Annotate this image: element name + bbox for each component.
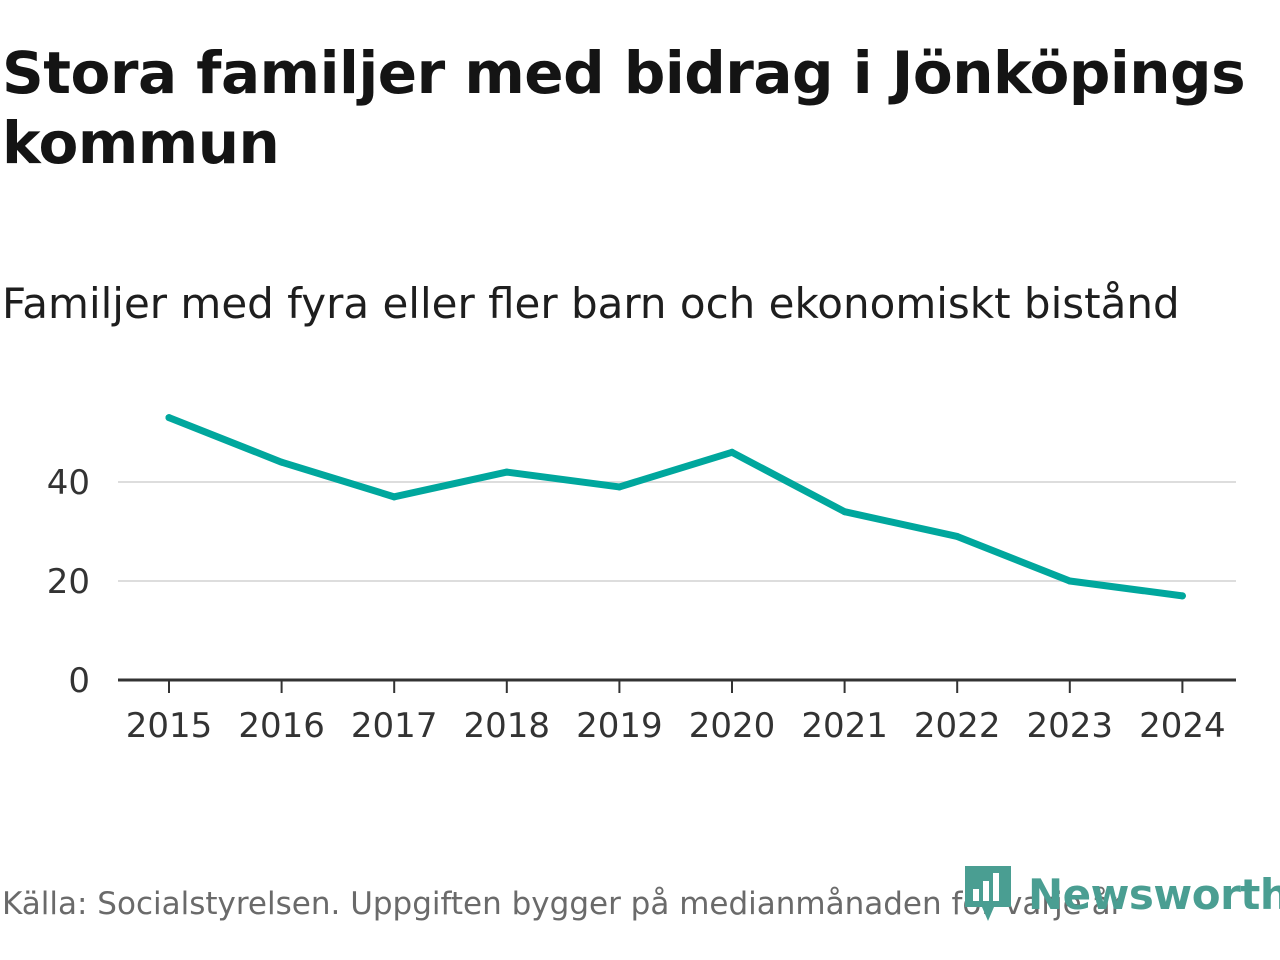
x-tick-label: 2018 xyxy=(464,706,551,746)
data-point-2021[interactable] xyxy=(841,508,849,516)
data-point-2022[interactable] xyxy=(953,532,961,540)
x-tick-label: 2017 xyxy=(351,706,438,746)
x-tick-label: 2020 xyxy=(689,706,776,746)
data-point-2024[interactable] xyxy=(1178,592,1186,600)
brand-name: Newsworthy xyxy=(1028,869,1280,919)
x-tick-label: 2022 xyxy=(914,706,1001,746)
data-point-2016[interactable] xyxy=(278,458,286,466)
data-point-2019[interactable] xyxy=(615,483,623,491)
x-tick-label: 2023 xyxy=(1027,706,1114,746)
data-point-2018[interactable] xyxy=(503,468,511,476)
x-axis-labels: 2015 2016 2017 2018 2019 2020 2021 2022 2023 2024 xyxy=(126,706,1226,746)
newsworthy-logo-icon xyxy=(965,866,1011,921)
x-axis-ticks xyxy=(168,680,1184,693)
y-tick-label: 40 xyxy=(47,463,90,503)
chart-title: Stora familjer med bidrag i Jönköpings k… xyxy=(2,39,1246,177)
newsworthy-logo[interactable]: Newsworthy xyxy=(962,862,1280,926)
x-tick-label: 2015 xyxy=(126,706,213,746)
chart-subtitle: Familjer med fyra eller fler barn och ek… xyxy=(2,279,1180,328)
data-point-2020[interactable] xyxy=(728,448,736,456)
x-tick-label: 2019 xyxy=(576,706,663,746)
data-point-2015[interactable] xyxy=(165,414,173,422)
gridlines xyxy=(118,481,1236,582)
data-point-2023[interactable] xyxy=(1066,577,1074,585)
source-note: Källa: Socialstyrelsen. Uppgiften bygger… xyxy=(2,886,1124,922)
x-tick-label: 2016 xyxy=(238,706,325,746)
x-tick-label: 2021 xyxy=(801,706,888,746)
y-tick-label: 20 xyxy=(47,562,90,602)
y-axis-labels: 0 20 40 xyxy=(47,463,90,701)
x-tick-label: 2024 xyxy=(1139,706,1226,746)
series-line xyxy=(165,414,1186,600)
data-point-2017[interactable] xyxy=(390,493,398,501)
y-tick-label: 0 xyxy=(68,661,90,701)
data-points xyxy=(165,414,1186,600)
